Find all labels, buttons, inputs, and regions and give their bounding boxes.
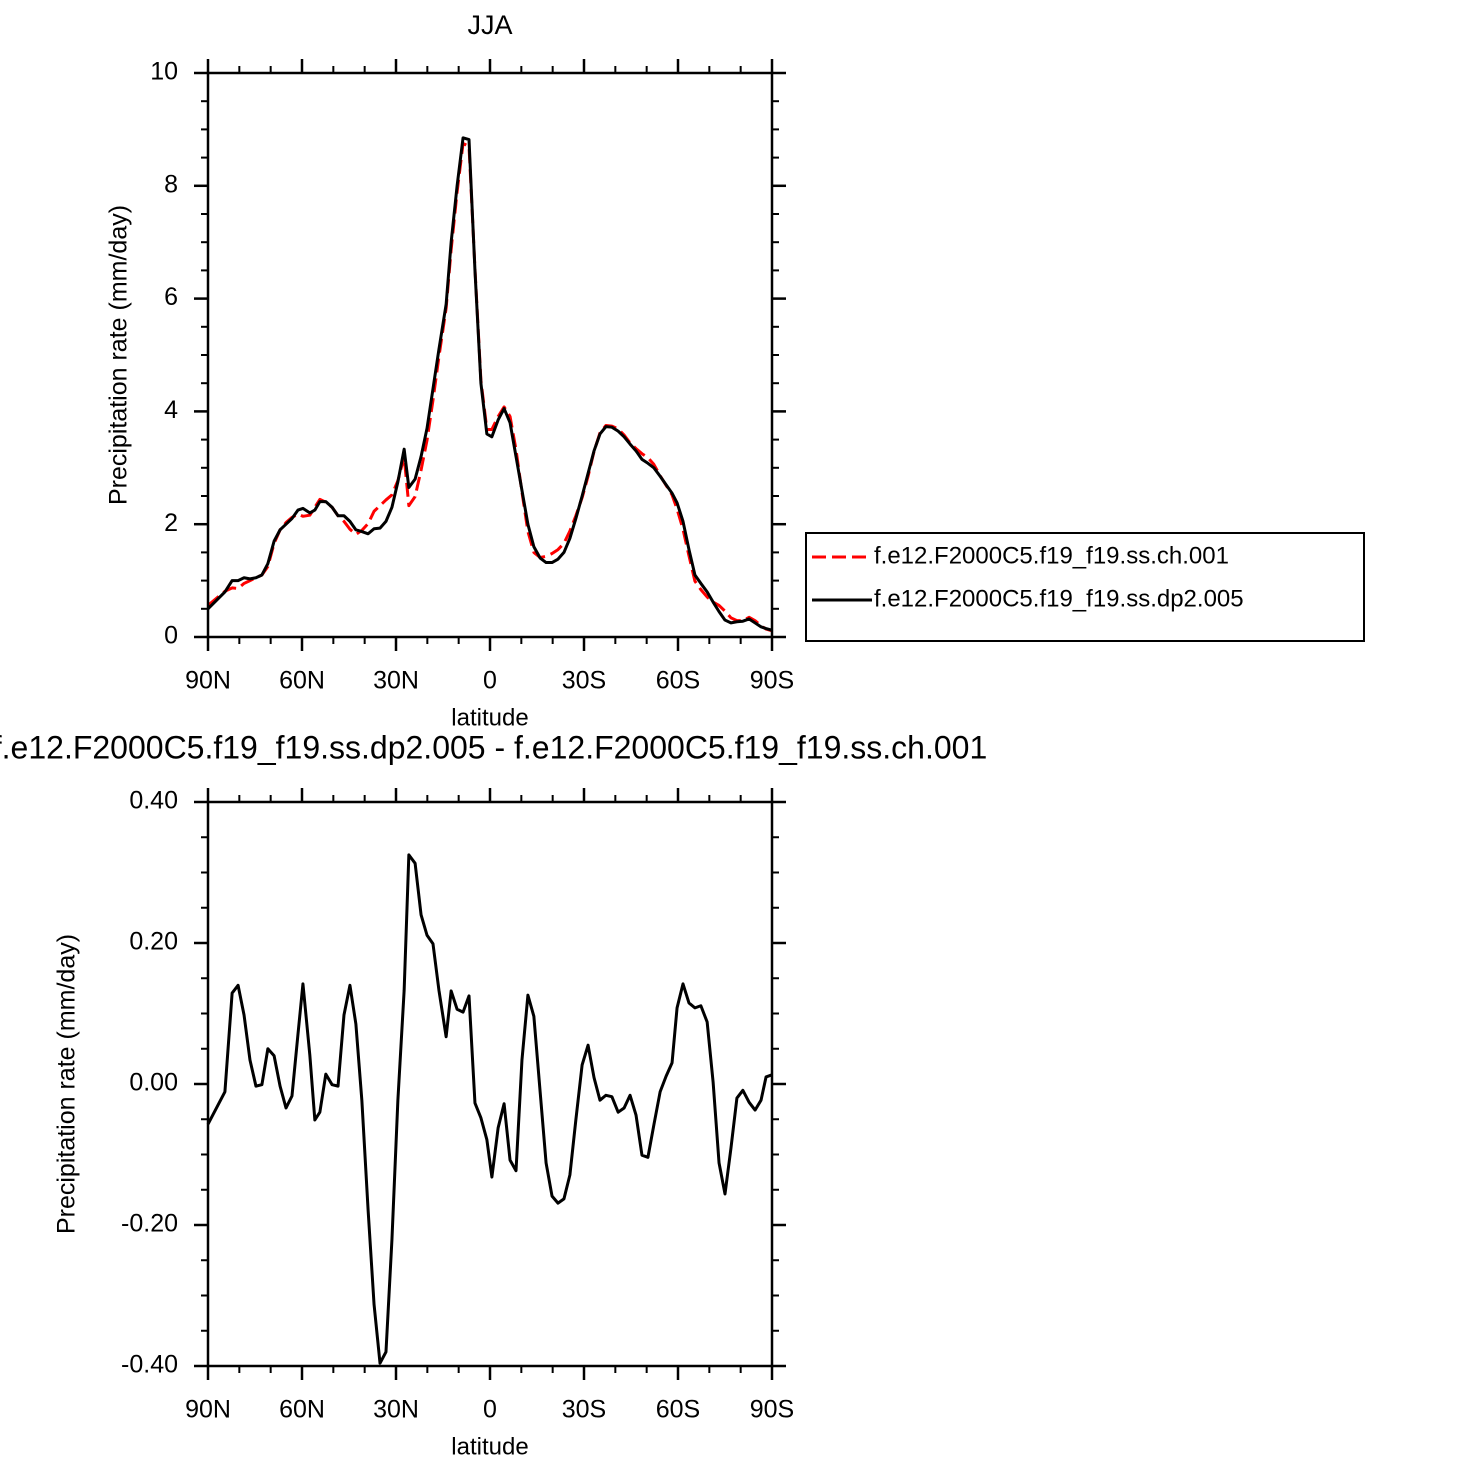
y-tick-label: 0.20 (129, 928, 178, 956)
data-line (206, 853, 773, 1365)
x-tick-label: 90N (185, 667, 231, 695)
x-tick-label: 30S (562, 667, 606, 695)
y-tick-label: 6 (164, 283, 178, 311)
x-axis-label: latitude (451, 1433, 528, 1460)
legend-label: f.e12.F2000C5.f19_f19.ss.ch.001 (874, 542, 1229, 569)
chart-title: JJA (467, 10, 512, 40)
x-tick-label: 60S (656, 1396, 700, 1424)
chart-title: f.e12.F2000C5.f19_f19.ss.dp2.005 - f.e12… (0, 729, 987, 765)
x-tick-label: 60N (279, 667, 325, 695)
x-tick-label: 60N (279, 1396, 325, 1424)
x-tick-label: 90S (750, 1396, 794, 1424)
y-tick-label: 0.40 (129, 787, 178, 815)
plot-frame (206, 800, 774, 1368)
y-tick-label: 0.00 (129, 1069, 178, 1097)
legend-box (805, 532, 1365, 642)
y-axis-label: Precipitation rate (mm/day) (53, 934, 81, 1234)
x-tick-label: 30N (373, 1396, 419, 1424)
x-tick-label: 60S (656, 667, 700, 695)
y-tick-label: -0.40 (121, 1351, 178, 1379)
data-line (206, 136, 773, 632)
y-tick-label: -0.20 (121, 1210, 178, 1238)
y-axis-label: Precipitation rate (mm/day) (105, 205, 133, 505)
legend-label: f.e12.F2000C5.f19_f19.ss.dp2.005 (874, 585, 1244, 612)
x-tick-label: 30S (562, 1396, 606, 1424)
y-tick-label: 2 (164, 509, 178, 537)
x-tick-label: 0 (483, 1396, 497, 1424)
data-line (207, 142, 773, 633)
y-tick-label: 10 (150, 58, 178, 86)
x-axis-label: latitude (451, 704, 528, 731)
y-tick-label: 8 (164, 170, 178, 198)
x-tick-label: 0 (483, 667, 497, 695)
x-tick-label: 90N (185, 1396, 231, 1424)
x-tick-label: 30N (373, 667, 419, 695)
y-tick-label: 4 (164, 396, 178, 424)
x-tick-label: 90S (750, 667, 794, 695)
y-tick-label: 0 (164, 622, 178, 650)
plot-frame (206, 71, 774, 639)
